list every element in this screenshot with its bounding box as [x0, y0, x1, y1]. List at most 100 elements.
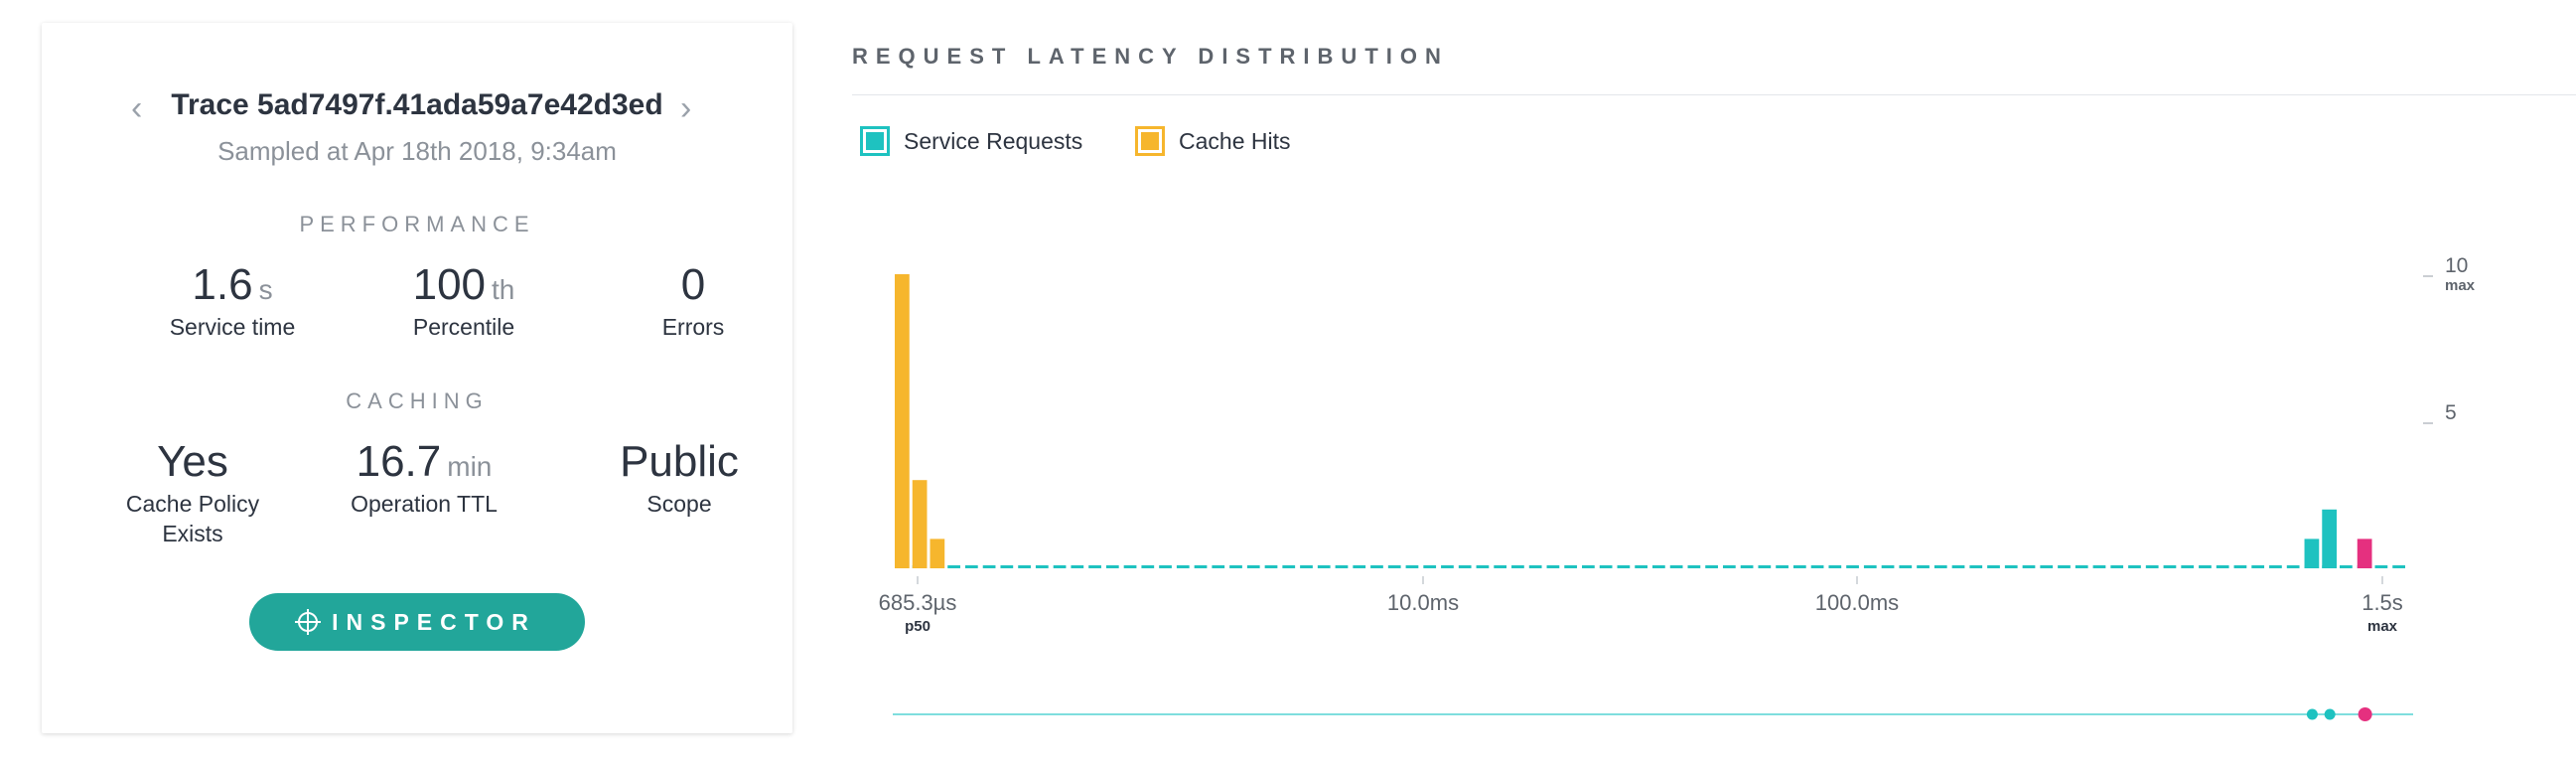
trace-summary-card: ‹ Trace 5ad7497f.41ada59a7e42d3ed › Samp… — [42, 23, 792, 733]
empty-bin-dash — [1494, 565, 1507, 568]
empty-bin-dash — [1212, 565, 1225, 568]
ttl-unit: min — [447, 451, 493, 482]
empty-bin-dash — [1458, 565, 1472, 568]
empty-bin-dash — [1758, 565, 1772, 568]
empty-bin-dash — [2340, 565, 2353, 568]
empty-bin-dash — [1035, 565, 1049, 568]
caching-heading: CACHING — [346, 388, 489, 413]
empty-bin-dash — [1635, 565, 1647, 568]
x-tick-label: 100.0ms — [1815, 590, 1899, 615]
empty-bin-dash — [1617, 565, 1631, 568]
empty-bin-dash — [2022, 565, 2036, 568]
x-tick-label: 10.0ms — [1387, 590, 1459, 615]
empty-bin-dash — [1987, 565, 2000, 568]
empty-bin-dash — [2374, 565, 2388, 568]
empty-bin-dash — [1705, 565, 1718, 568]
histogram-bar — [2304, 538, 2320, 568]
operation-ttl-stat: 16.7 min Operation TTL — [295, 434, 553, 520]
chevron-right-icon[interactable]: › — [680, 89, 692, 127]
inspector-button[interactable]: INSPECTOR — [249, 593, 585, 651]
histogram-bar — [895, 274, 910, 568]
empty-bin-dash — [1687, 565, 1701, 568]
empty-bin-dash — [1353, 565, 1366, 568]
empty-bin-dash — [1264, 565, 1278, 568]
timeline-point — [2306, 708, 2318, 720]
empty-bin-dash — [1335, 565, 1349, 568]
empty-bin-dash — [1370, 565, 1383, 568]
histogram-bar — [912, 480, 928, 568]
empty-bin-dash — [1423, 565, 1437, 568]
empty-bin-dash — [1105, 565, 1119, 568]
scope-stat: Public Scope — [550, 434, 808, 520]
ttl-label: Operation TTL — [351, 491, 498, 517]
ttl-value: 16.7 — [356, 437, 442, 486]
trace-header: ‹ Trace 5ad7497f.41ada59a7e42d3ed › — [42, 84, 792, 134]
empty-bin-dash — [1123, 565, 1137, 568]
service-time-unit: s — [258, 274, 273, 305]
percentile-value: 100 — [412, 260, 487, 309]
empty-bin-dash — [1969, 565, 1983, 568]
cache-policy-label: Cache Policy — [125, 491, 260, 517]
empty-bin-dash — [1599, 565, 1613, 568]
service-time-stat: 1.6 s Service time — [103, 257, 361, 343]
empty-bin-dash — [1053, 565, 1067, 568]
empty-bin-dash — [2092, 565, 2106, 568]
empty-bin-dash — [1441, 565, 1454, 568]
empty-bin-dash — [2392, 565, 2405, 568]
x-tick-sublabel: max — [2367, 618, 2398, 635]
empty-bin-dash — [2216, 565, 2229, 568]
empty-bin-dash — [2128, 565, 2141, 568]
legend-label-service: Service Requests — [904, 128, 1083, 154]
empty-bin-dash — [2199, 565, 2212, 568]
empty-bin-dash — [1564, 565, 1578, 568]
empty-bin-dash — [2058, 565, 2071, 568]
empty-bin-dash — [2269, 565, 2282, 568]
empty-bin-dash — [1476, 565, 1490, 568]
legend-service-requests[interactable]: Service Requests — [860, 126, 1088, 156]
legend-swatch-service — [860, 126, 890, 156]
empty-bin-dash — [2004, 565, 2018, 568]
timeline-point — [2324, 708, 2336, 720]
empty-bin-dash — [964, 565, 978, 568]
chevron-left-icon[interactable]: ‹ — [131, 89, 143, 127]
title-divider — [852, 94, 2576, 95]
legend-cache-hits[interactable]: Cache Hits — [1135, 126, 1314, 156]
empty-bin-dash — [1899, 565, 1913, 568]
percentile-label: Percentile — [412, 314, 515, 340]
empty-bin-dash — [1917, 565, 1930, 568]
latency-chart-title: REQUEST LATENCY DISTRIBUTION — [852, 44, 1449, 69]
empty-bin-dash — [1405, 565, 1419, 568]
empty-bin-dash — [1846, 565, 1859, 568]
histogram-bar — [2357, 538, 2372, 568]
errors-stat: 0 Errors — [564, 257, 822, 343]
histogram-bar — [2322, 509, 2338, 568]
cache-policy-value: Yes — [157, 437, 228, 486]
performance-heading: PERFORMANCE — [299, 212, 535, 236]
empty-bin-dash — [982, 565, 996, 568]
empty-bin-dash — [2233, 565, 2247, 568]
empty-bin-dash — [1018, 565, 1031, 568]
sampled-timestamp: Sampled at Apr 18th 2018, 9:34am — [217, 136, 617, 166]
empty-bin-dash — [1317, 565, 1331, 568]
x-tick-label: 1.5s — [2361, 590, 2403, 615]
scope-label: Scope — [646, 491, 712, 517]
empty-bin-dash — [1740, 565, 1754, 568]
empty-bin-dash — [1000, 565, 1014, 568]
errors-label: Errors — [661, 314, 725, 340]
empty-bin-dash — [1141, 565, 1155, 568]
empty-bin-dash — [1511, 565, 1524, 568]
empty-bin-dash — [1881, 565, 1895, 568]
trace-title: Trace 5ad7497f.41ada59a7e42d3ed — [171, 88, 663, 121]
errors-value: 0 — [680, 260, 706, 309]
y-tick-label: 5 — [2445, 401, 2457, 424]
empty-bin-dash — [1810, 565, 1824, 568]
inspector-label: INSPECTOR — [332, 609, 536, 635]
empty-bin-dash — [1828, 565, 1842, 568]
crosshair-icon — [295, 609, 322, 635]
empty-bin-dash — [2145, 565, 2159, 568]
service-time-label: Service time — [169, 314, 296, 340]
histogram-bar — [930, 538, 945, 568]
empty-bin-dash — [2110, 565, 2124, 568]
